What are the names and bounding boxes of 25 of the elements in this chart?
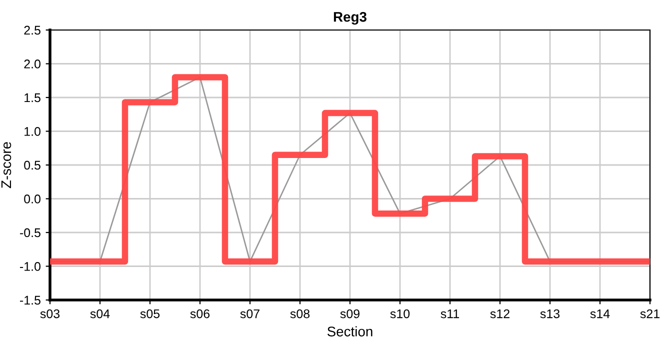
y-tick-label: 0.5 xyxy=(24,160,40,170)
chart-title: Reg3 xyxy=(334,12,366,25)
x-tick-label: s11 xyxy=(440,309,460,318)
x-tick-label: s21 xyxy=(640,309,660,318)
y-tick-label: -1.5 xyxy=(20,296,40,305)
y-tick-label: 2.5 xyxy=(24,26,40,35)
x-tick-label: s10 xyxy=(390,309,410,318)
y-tick-label: 2.0 xyxy=(24,60,40,68)
y-tick-label: -0.5 xyxy=(20,228,40,238)
x-tick-label: s08 xyxy=(290,309,310,318)
y-tick-label: 1.0 xyxy=(24,127,40,136)
x-tick-label: s06 xyxy=(190,309,210,318)
y-axis-title: Z-score xyxy=(1,142,12,188)
x-tick-label: s13 xyxy=(540,309,560,318)
y-tick-label: 1.5 xyxy=(24,93,40,102)
x-tick-label: s04 xyxy=(90,309,110,318)
x-tick-label: s03 xyxy=(40,309,60,318)
x-tick-label: s09 xyxy=(340,309,360,318)
y-tick-label: -1.0 xyxy=(20,262,40,271)
y-tick-label: 0.0 xyxy=(24,194,40,204)
x-axis-title: Section xyxy=(327,326,372,336)
x-tick-label: s05 xyxy=(140,309,160,318)
x-tick-label: s07 xyxy=(240,309,260,318)
x-tick-label: s14 xyxy=(590,309,610,318)
x-tick-label: s12 xyxy=(490,309,510,318)
